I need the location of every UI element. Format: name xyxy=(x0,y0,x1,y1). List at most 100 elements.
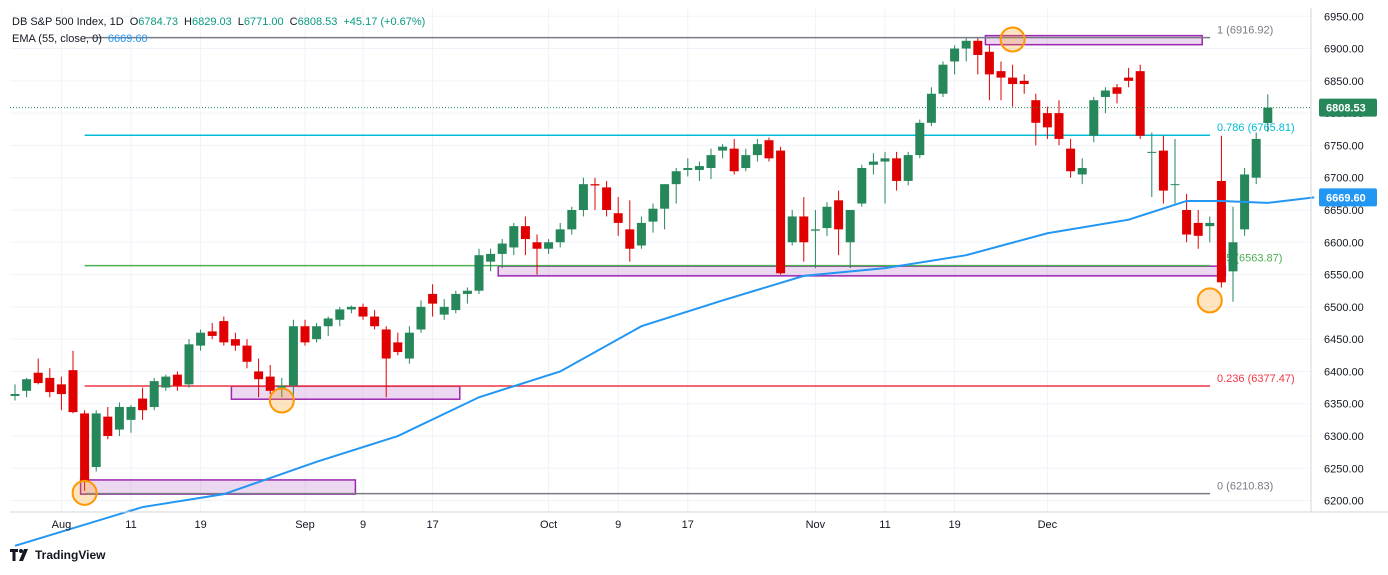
price-tick-label: 6900.00 xyxy=(1324,44,1364,56)
candle-body xyxy=(184,344,194,385)
candle-body xyxy=(416,306,426,330)
last-price-tag-bg xyxy=(1319,98,1377,117)
fib-label: 0.786 (6765.81) xyxy=(1217,122,1295,134)
candle-body xyxy=(404,332,414,359)
candle-body xyxy=(973,40,983,55)
time-tick-label: Oct xyxy=(540,519,557,531)
last-price-tag: 6808.53 xyxy=(1326,103,1366,115)
candle-body xyxy=(903,155,913,181)
candle-body xyxy=(1263,107,1273,123)
candle-body xyxy=(660,184,670,209)
price-tick-label: 6650.00 xyxy=(1324,205,1364,217)
time-tick-label: 17 xyxy=(426,519,438,531)
candle-body xyxy=(138,398,148,411)
brand-name: TradingView xyxy=(35,548,106,562)
candle-body xyxy=(1228,242,1238,272)
low-label: L xyxy=(237,16,244,28)
candle-body xyxy=(1100,90,1110,97)
candle-body xyxy=(486,253,496,262)
candle-body xyxy=(474,255,484,291)
candle-body xyxy=(1170,184,1180,186)
price-tick-label: 6950.00 xyxy=(1324,11,1364,23)
price-tick-label: 6500.00 xyxy=(1324,302,1364,314)
candle-body xyxy=(370,316,380,327)
candle-body xyxy=(439,306,449,315)
candle-body xyxy=(938,64,948,94)
candle-body xyxy=(776,150,786,274)
open-value: O6784.73 xyxy=(130,14,178,31)
candle-body xyxy=(196,332,206,346)
candle-body xyxy=(822,206,832,229)
candle-body xyxy=(764,140,774,159)
candle-body xyxy=(834,200,844,230)
support-zone xyxy=(984,34,1203,46)
candle-body xyxy=(1008,77,1018,85)
ema-legend-value: 6669.60 xyxy=(107,33,148,45)
time-tick-label: 9 xyxy=(360,519,366,531)
close-number: 6808.53 xyxy=(297,16,338,28)
candle-body xyxy=(683,168,693,170)
candle-body xyxy=(671,171,681,185)
highlight-circle xyxy=(71,479,98,506)
axes-layer: 6200.00 6250.00 6300.00 6350.00 6400.00 6450.… xyxy=(10,8,1388,531)
time-tick-label: 19 xyxy=(948,519,960,531)
support-zone xyxy=(230,385,461,400)
candle-body xyxy=(1089,100,1099,136)
grid xyxy=(10,8,1311,512)
candle-body xyxy=(799,216,809,243)
price-tick-label: 6550.00 xyxy=(1324,270,1364,282)
time-tick-label: Dec xyxy=(1038,519,1058,531)
candle-body xyxy=(926,93,936,123)
candle-body xyxy=(288,326,298,386)
candle-body xyxy=(80,413,90,482)
candle-body xyxy=(810,229,820,231)
candle-body xyxy=(68,370,78,413)
candle-body xyxy=(1135,71,1145,136)
candle-body xyxy=(880,158,890,162)
candle-body xyxy=(323,318,333,327)
candle-body xyxy=(729,148,739,172)
candle-body xyxy=(254,371,264,380)
symbol-title[interactable]: DB S&P 500 Index, 1D xyxy=(12,16,124,28)
candle-body xyxy=(1147,151,1157,153)
candle-body xyxy=(1077,168,1087,175)
open-label: O xyxy=(129,16,139,28)
candle-body xyxy=(787,216,797,243)
candle-body xyxy=(103,416,113,437)
fib-levels-layer: 0 (6210.83) 0.236 (6377.47) 0.5 (6563.87) 0… xyxy=(84,25,1295,495)
tradingview-icon xyxy=(10,549,28,561)
candle-body xyxy=(172,374,182,386)
candle-body xyxy=(300,326,310,343)
candle-body xyxy=(219,321,229,343)
candle-body xyxy=(1112,87,1122,94)
price-tick-label: 6300.00 xyxy=(1324,431,1364,443)
fib-label: 0.236 (6377.47) xyxy=(1217,373,1295,385)
high-number: 6829.03 xyxy=(191,16,232,28)
time-tick-label: Nov xyxy=(806,519,826,531)
candle-body xyxy=(45,377,55,393)
candle-body xyxy=(706,155,716,169)
candle-body xyxy=(509,226,519,248)
candle-body xyxy=(149,381,159,407)
ema-price-tag: 6669.60 xyxy=(1326,192,1366,204)
tradingview-logo[interactable]: TradingView xyxy=(10,548,105,562)
candle-body xyxy=(277,385,287,388)
candle-body xyxy=(961,40,971,49)
candle-body xyxy=(996,71,1006,78)
price-tick-label: 6250.00 xyxy=(1324,463,1364,475)
candle-body xyxy=(1158,150,1168,191)
time-tick-label: 19 xyxy=(194,519,206,531)
ema-legend-label[interactable]: EMA (55, close, 0) xyxy=(12,33,102,45)
candle-body xyxy=(636,222,646,246)
close-label: C xyxy=(289,16,298,28)
candle-body xyxy=(10,394,20,396)
markers-layer xyxy=(71,26,1223,506)
support-zone xyxy=(79,479,357,495)
candle-body xyxy=(312,326,322,340)
ema-layer xyxy=(14,196,1315,547)
candle-body xyxy=(984,51,994,75)
price-tick-label: 6400.00 xyxy=(1324,366,1364,378)
ema-line xyxy=(14,196,1315,547)
candle-body xyxy=(718,146,728,151)
